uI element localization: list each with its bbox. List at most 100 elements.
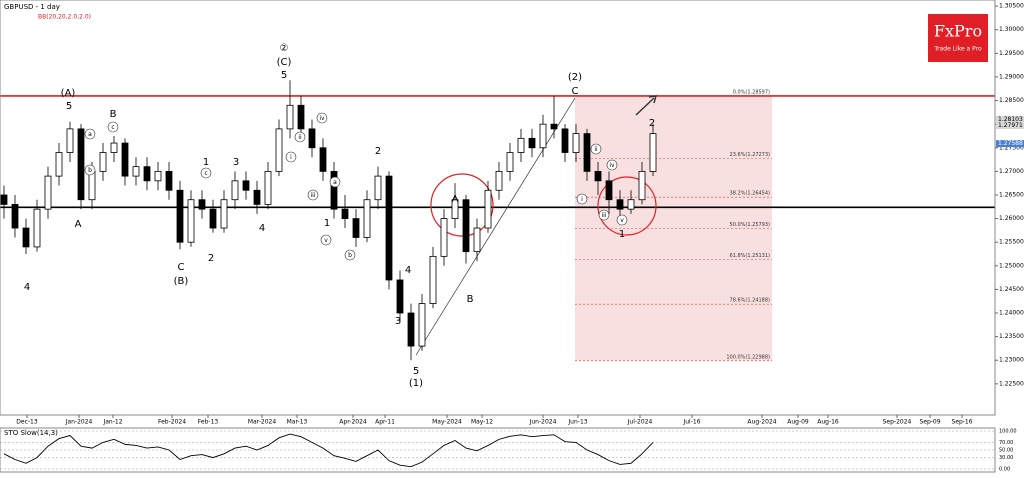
x-tick-label: Aug-16	[817, 419, 839, 426]
candle-body	[22, 227, 30, 248]
candle-body	[396, 279, 404, 314]
wave-label: 2	[649, 118, 655, 129]
candle-body	[308, 128, 316, 149]
stoch-tick-label: 100.00	[999, 429, 1017, 435]
wave-label: 2	[375, 146, 381, 157]
wave-label: 1	[324, 218, 330, 229]
candle-body	[462, 199, 470, 253]
candle-body	[451, 199, 459, 219]
candle-body	[495, 170, 503, 191]
candle-body	[352, 218, 360, 238]
x-tick-label: Dec-13	[16, 419, 38, 426]
candle-body	[11, 204, 19, 229]
logo-box	[928, 14, 988, 62]
minor-label: ii	[298, 134, 302, 141]
candle-body	[0, 194, 8, 205]
candle-body	[649, 133, 657, 172]
candle-body	[66, 128, 74, 153]
trend-line	[415, 97, 576, 356]
candle-body	[605, 180, 613, 201]
minor-label: c	[204, 170, 207, 177]
wave-label: 1	[203, 157, 209, 168]
candle-body	[253, 189, 261, 205]
y-tick-label: 1.25500	[999, 239, 1024, 246]
x-tick-label: Aug-09	[787, 419, 809, 426]
wave-label: A	[75, 219, 82, 230]
y-tick-label: 1.27000	[999, 168, 1024, 175]
price-marker-label: 1.27588	[998, 140, 1023, 147]
y-tick-label: 1.23500	[999, 333, 1024, 340]
fib-label: 78.6%(1.24188)	[730, 298, 771, 304]
price-marker-label: 1.27971	[998, 122, 1023, 129]
x-tick-label: Jan-2024	[65, 419, 93, 426]
wave-label: 4	[24, 282, 30, 293]
wave-label: C	[178, 262, 185, 273]
candle-body	[550, 123, 558, 130]
candle-body	[77, 128, 85, 201]
minor-label-ring	[200, 167, 212, 179]
logo-brand: FxPro	[934, 22, 982, 41]
candle-body	[231, 180, 239, 201]
price-marker-label: 1.28103	[998, 116, 1023, 123]
candle-body	[627, 199, 635, 210]
candle-body	[154, 170, 162, 182]
minor-label-ring	[329, 176, 341, 188]
candle-body	[638, 170, 646, 201]
y-tick-label: 1.24500	[999, 286, 1024, 293]
minor-label-ring	[616, 214, 628, 226]
wave-label: (2)	[568, 72, 582, 83]
candle-body	[484, 189, 492, 229]
price-marker	[996, 140, 1024, 148]
price-pane: 0.0%(1.28597) 23.6%(1.27273) 38.2%(1.26454…	[0, 80, 995, 362]
wave-label: 5	[66, 101, 72, 112]
wave-label: 4	[405, 265, 411, 276]
candle-body	[363, 199, 371, 238]
price-marker	[996, 122, 1024, 130]
minor-label: iv	[319, 115, 325, 122]
candle-body	[187, 199, 195, 243]
x-tick-label: Apr-2024	[339, 419, 367, 426]
candle-body	[297, 104, 305, 130]
y-tick-label: 1.28500	[999, 97, 1024, 104]
chart-title: GBPUSD - 1 day	[4, 3, 60, 11]
candle-body	[198, 199, 206, 210]
x-tick-label: Sep-09	[919, 419, 940, 426]
wave-label: (A)	[61, 88, 76, 99]
candle-body	[132, 166, 140, 177]
minor-label: v	[620, 217, 624, 224]
fib-label: 50.0%(1.25793)	[730, 222, 771, 228]
candle-body	[55, 152, 63, 177]
fib-label: 0.0%(1.28597)	[733, 89, 770, 95]
wave-label: A	[452, 194, 459, 205]
minor-label: a	[333, 179, 337, 186]
candle-body	[88, 170, 96, 201]
candle-body	[561, 128, 569, 153]
candle-body	[220, 199, 228, 229]
minor-label: i	[290, 154, 292, 161]
candle-body	[616, 199, 624, 210]
minor-label-ring	[598, 209, 610, 221]
candle-body	[165, 170, 173, 191]
y-tick-label: 1.29000	[999, 73, 1024, 80]
x-tick-label: May-2024	[432, 419, 462, 426]
wave-label: 2	[208, 253, 214, 264]
y-tick-label: 1.27500	[999, 144, 1024, 151]
candle-body	[418, 303, 426, 347]
minor-label: iv	[609, 162, 615, 169]
minor-label-ring	[307, 189, 319, 201]
fib-label: 38.2%(1.26454)	[730, 191, 771, 197]
price-marker	[996, 115, 1024, 123]
minor-label-ring	[285, 151, 297, 163]
x-tick-label: Mar-13	[287, 419, 308, 426]
candle-body	[374, 175, 382, 201]
x-tick-label: Mar-2024	[248, 419, 277, 426]
candle-body	[594, 170, 602, 182]
x-tick-label: Apr-11	[375, 419, 395, 426]
candle-body	[121, 142, 129, 177]
wave-label: B	[110, 109, 117, 120]
candle-body	[407, 312, 415, 347]
candle-body	[176, 189, 184, 243]
stoch-tick-label: 70.00	[999, 440, 1013, 446]
candle-body	[319, 147, 327, 172]
